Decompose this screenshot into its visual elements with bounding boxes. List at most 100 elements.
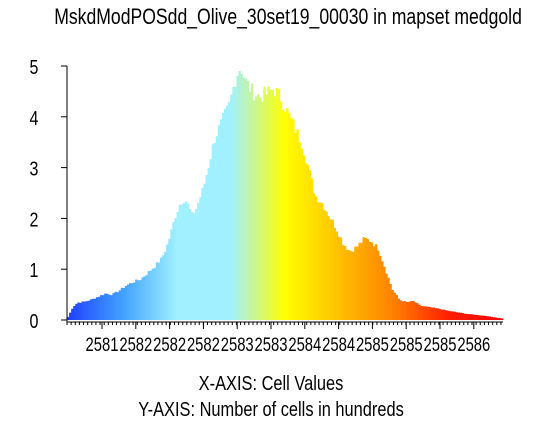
- histogram-bar: [412, 301, 415, 320]
- histogram-bar: [341, 245, 345, 320]
- x-tick-label: 2585: [356, 334, 389, 355]
- histogram-bar: [434, 308, 438, 320]
- histogram-bar: [267, 86, 270, 321]
- x-tick-label: 2583: [255, 334, 288, 355]
- histogram-bar: [314, 196, 318, 320]
- histogram-bar: [91, 298, 95, 320]
- histogram-bar: [73, 306, 76, 320]
- histogram-bar: [329, 219, 332, 320]
- histogram-bar: [259, 97, 262, 320]
- histogram-bar: [422, 306, 425, 320]
- histogram-bar: [203, 183, 206, 320]
- histogram-bar: [215, 136, 219, 320]
- histogram-bar: [190, 211, 194, 320]
- histogram-bar: [89, 299, 93, 320]
- histogram-bar: [157, 262, 161, 320]
- histogram-bar: [345, 249, 349, 320]
- histogram-bar: [335, 231, 339, 320]
- y-tick-label: 1: [30, 260, 39, 282]
- histogram-bar: [257, 94, 260, 320]
- histogram-bar: [193, 213, 196, 320]
- histogram-bar: [141, 277, 144, 320]
- histogram-bar: [281, 109, 285, 320]
- histogram-bar: [498, 318, 502, 320]
- y-tick-label: 2: [30, 209, 39, 231]
- histogram-bar: [319, 202, 322, 320]
- histogram-bar: [102, 295, 105, 320]
- histogram-bar: [201, 187, 204, 320]
- histogram-bar: [197, 202, 200, 320]
- histogram-bar: [219, 119, 223, 320]
- histogram-bar: [85, 301, 89, 320]
- histogram-bar: [244, 78, 248, 320]
- histogram-bar: [159, 257, 163, 320]
- histogram-bar: [374, 244, 378, 320]
- histogram-bar: [95, 297, 99, 320]
- x-tick-label: 2584: [288, 334, 321, 355]
- histogram-bar: [178, 204, 181, 320]
- histogram-bar: [261, 101, 264, 321]
- x-axis-label: X-AXIS: Cell Values: [198, 373, 344, 395]
- histogram-bar: [410, 301, 413, 320]
- x-tick-label: 2582: [153, 334, 186, 355]
- histogram-bar: [172, 222, 175, 320]
- histogram-bar: [275, 87, 279, 320]
- histogram-bar: [449, 311, 452, 320]
- histogram-bar: [87, 300, 91, 320]
- histogram-bar: [366, 239, 370, 320]
- histogram-bar: [118, 290, 122, 320]
- histogram-bar: [490, 316, 494, 320]
- x-tick-label: 2585: [424, 334, 457, 355]
- histogram-bar: [164, 252, 167, 320]
- histogram-bar: [364, 237, 367, 320]
- histogram-bar: [139, 280, 142, 320]
- histogram-bar: [312, 193, 316, 320]
- histogram-bar: [116, 292, 120, 320]
- histogram-bar: [162, 255, 165, 320]
- histogram-bar: [358, 242, 361, 320]
- histogram-bar: [424, 306, 427, 320]
- histogram-bar: [416, 303, 419, 320]
- histogram-bar: [339, 237, 343, 320]
- histogram-bar: [166, 244, 169, 320]
- histogram-bar: [441, 309, 444, 320]
- histogram-bar: [331, 219, 334, 320]
- x-tick-label: 2581: [86, 334, 119, 355]
- histogram-bar: [273, 96, 277, 320]
- histogram-bar: [459, 312, 463, 320]
- histogram-bar: [420, 306, 423, 320]
- x-tick-label: 2582: [119, 334, 152, 355]
- histogram-bar: [108, 294, 111, 320]
- histogram-bar: [391, 289, 394, 320]
- histogram-bar: [298, 142, 301, 320]
- histogram-bar: [174, 218, 177, 320]
- histogram-bar: [494, 317, 498, 320]
- histogram-bar: [188, 209, 192, 320]
- histogram-bar: [372, 246, 376, 320]
- histogram-bar: [133, 282, 136, 320]
- histogram-bar: [246, 80, 250, 320]
- histogram-bar: [333, 227, 336, 320]
- histogram-bar: [426, 306, 429, 320]
- histogram-bar: [308, 170, 312, 320]
- histogram-bar: [496, 317, 500, 320]
- y-tick-label: 5: [30, 56, 39, 78]
- histogram-bar: [269, 89, 272, 321]
- histogram-bar: [145, 275, 148, 320]
- histogram-bar: [455, 312, 458, 320]
- histogram-bar: [110, 295, 113, 320]
- histogram-bar: [436, 308, 440, 320]
- histogram-bars: [67, 70, 504, 321]
- histogram-bar: [277, 88, 281, 320]
- histogram-bar: [428, 306, 432, 320]
- histogram-bar: [151, 268, 155, 320]
- histogram-bar: [271, 89, 274, 320]
- histogram-bar: [327, 216, 330, 320]
- histogram-bar: [75, 303, 78, 320]
- histogram-bar: [463, 313, 467, 320]
- histogram-bar: [71, 308, 74, 320]
- histogram-bar: [480, 315, 483, 320]
- histogram-bar: [176, 212, 179, 320]
- histogram-bar: [383, 266, 386, 320]
